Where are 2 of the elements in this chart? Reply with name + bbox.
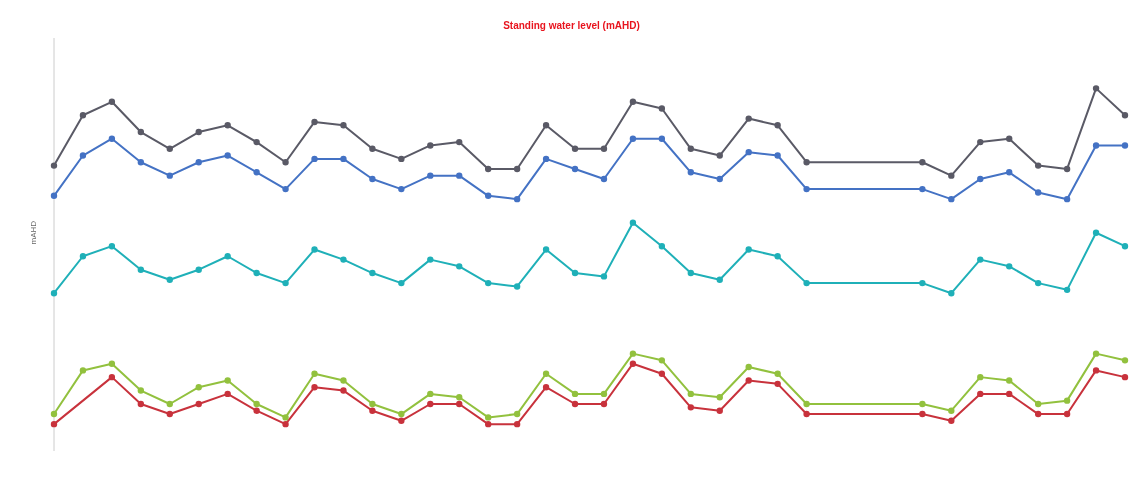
chart-title: Standing water level (mAHD): [502, 20, 641, 31]
y-axis-title: mAHD: [28, 220, 38, 245]
